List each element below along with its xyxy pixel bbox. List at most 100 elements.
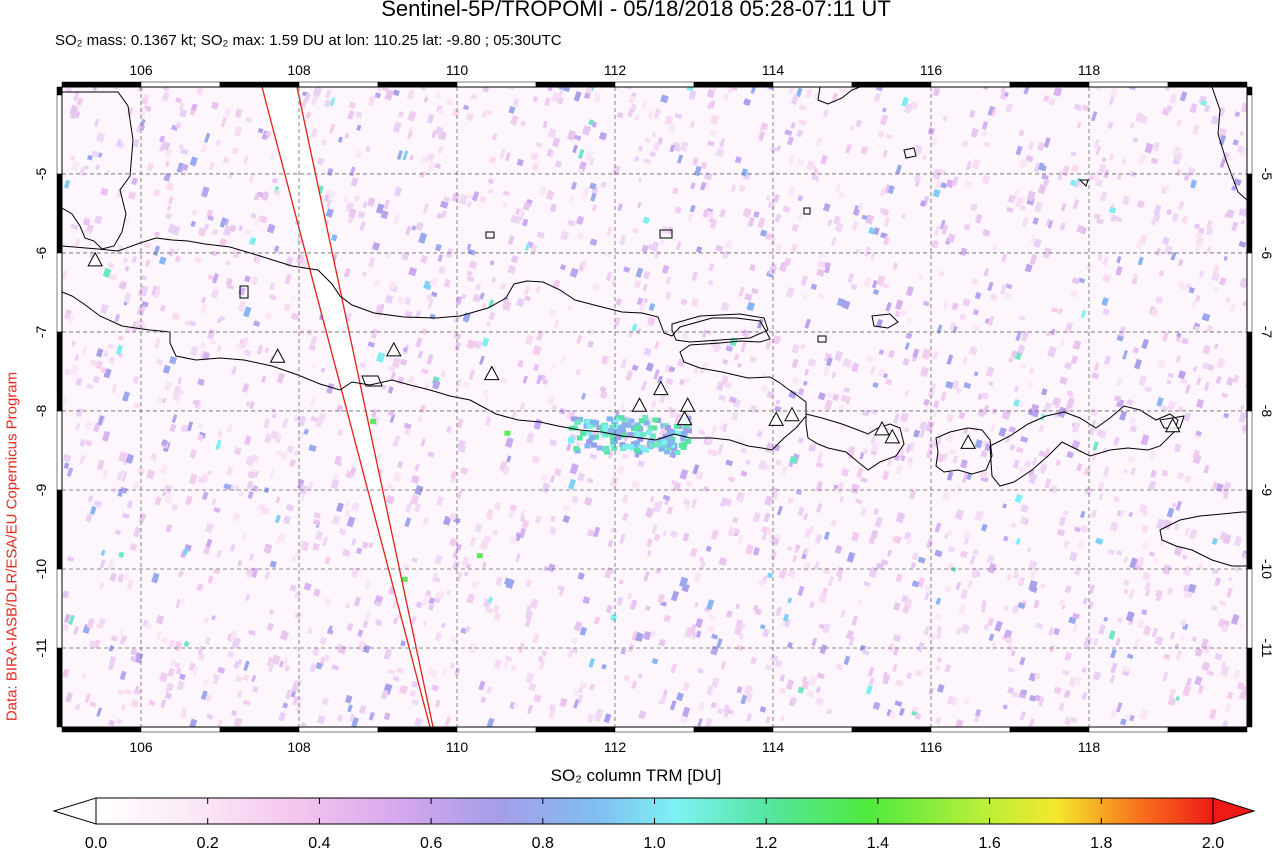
so2-pixel [775,606,783,617]
so2-pixel [1238,208,1247,217]
so2-pixel [1156,396,1164,407]
so2-pixel [500,376,508,385]
lon-tick-label-bottom: 118 [1078,739,1101,755]
so2-pixel [918,274,924,281]
so2-pixel [1203,104,1211,113]
so2-pixel [1232,669,1241,679]
so2-pixel [575,368,581,376]
so2-pixel [860,507,868,517]
so2-pixel [178,102,185,112]
so2-pixel [528,682,537,692]
so2-pixel [242,674,250,681]
so2-pixel [219,315,226,321]
colorbar-tick-label: 0.8 [532,835,554,852]
so2-pixel [343,268,351,278]
so2-pixel [573,689,580,697]
so2-pixel [914,669,923,677]
so2-pixel [493,612,501,622]
so2-pixel [807,358,817,368]
so2-pixel [790,122,796,129]
so2-pixel [831,237,837,246]
so2-pixel [568,194,575,203]
so2-pixel [1194,242,1202,253]
so2-pixel [542,378,549,385]
so2-pixel [525,579,533,588]
so2-pixel [524,617,532,628]
so2-pixel [542,120,548,128]
so2-pixel [1214,652,1223,661]
frame-segment-left [56,568,63,649]
plume-pixel [646,430,652,435]
so2-pixel [1181,554,1188,560]
so2-pixel [104,350,109,356]
so2-pixel [211,498,217,506]
so2-pixel [1027,140,1035,151]
so2-pixel [646,538,653,548]
colorbar-under-arrow [52,797,97,825]
so2-pixel [311,363,317,370]
so2-pixel [155,358,164,366]
so2-pixel [1202,344,1211,355]
so2-pixel [882,674,891,685]
plume-pixel [584,443,591,449]
so2-pixel [64,368,71,376]
lat-tick-label-right: -6 [1259,247,1272,260]
so2-pixel [834,545,843,554]
so2-pixel [380,689,389,700]
so2-pixel [466,201,473,208]
so2-pixel [905,332,913,340]
so2-pixel [643,158,652,165]
so2-pixel [815,697,825,706]
so2-pixel [441,622,446,628]
so2-pixel [637,177,643,183]
so2-pixel [786,545,793,552]
so2-pixel [90,149,100,158]
so2-pixel [765,232,773,241]
so2-pixel [905,443,912,453]
so2-pixel [814,533,823,544]
so2-pixel [229,629,238,641]
so2-pixel [638,146,644,152]
so2-pixel [393,186,403,197]
so2-pixel [778,569,788,580]
so2-pixel [823,531,831,541]
so2-pixel [549,438,558,447]
so2-pixel [789,455,798,465]
so2-pixel [184,495,193,506]
so2-pixel [1103,616,1108,622]
so2-pixel [155,630,162,641]
so2-pixel [727,526,737,538]
so2-pixel [980,130,988,138]
so2-pixel [742,329,750,338]
so2-pixel [1005,283,1013,290]
so2-pixel [202,351,211,361]
so2-pixel [1219,276,1227,286]
so2-pixel [200,186,210,198]
so2-pixel [375,601,382,607]
so2-pixel [1195,398,1205,409]
so2-pixel [1016,446,1024,454]
so2-pixel [798,118,807,126]
so2-pixel [62,396,68,403]
so2-pixel [1013,385,1019,393]
frame-segment-top [61,81,142,88]
so2-pixel [269,560,277,568]
frame-segment-right [1246,86,1253,96]
so2-pixel [455,571,463,583]
so2-pixel [74,238,81,248]
so2-pixel [129,655,137,662]
so2-pixel [1011,605,1020,614]
so2-pixel [722,358,729,365]
so2-pixel [1057,171,1064,181]
so2-pixel [171,414,178,424]
so2-pixel [1029,234,1036,243]
so2-pixel [346,516,356,528]
so2-pixel [362,201,368,209]
so2-pixel [1239,691,1247,701]
so2-pixel [247,491,254,500]
so2-pixel [795,489,803,496]
so2-pixel [973,371,979,377]
so2-pixel [356,124,362,131]
so2-pixel [709,129,718,137]
so2-pixel [695,471,704,481]
